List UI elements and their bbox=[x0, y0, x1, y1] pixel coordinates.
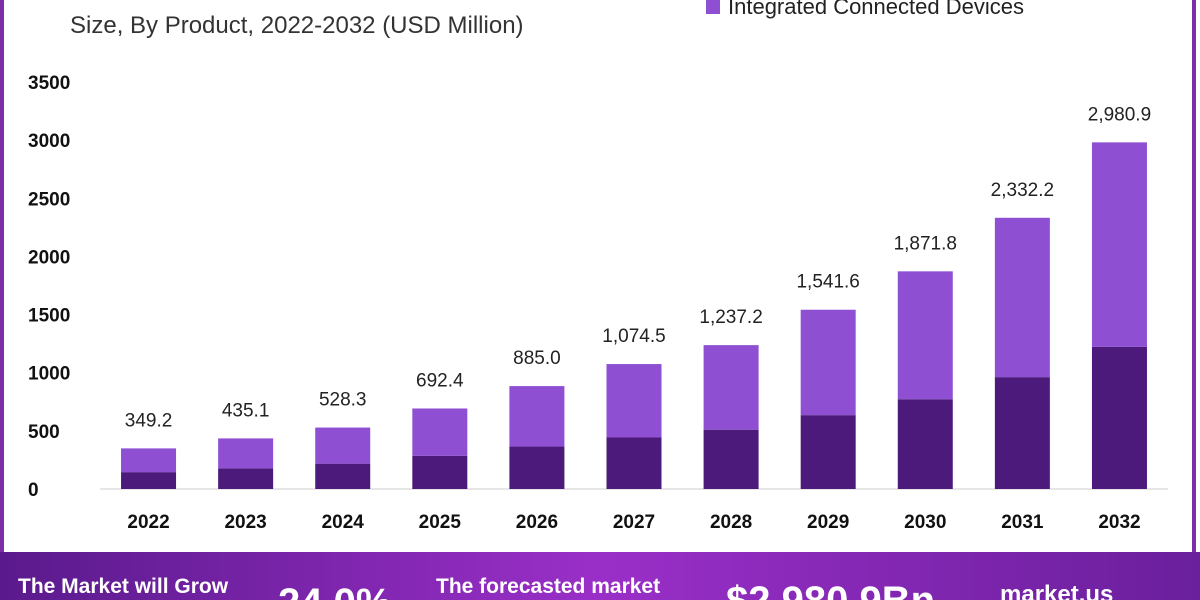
bar-segment-base bbox=[509, 446, 565, 489]
bar-segment-base bbox=[218, 468, 274, 489]
x-tick-label: 2025 bbox=[419, 512, 462, 533]
bar-segment-base bbox=[800, 415, 856, 489]
bar-segment-integrated-connected-devices bbox=[606, 364, 662, 438]
bar-segment-integrated-connected-devices bbox=[703, 345, 759, 430]
bar-total-label: 528.3 bbox=[319, 390, 367, 411]
bar-total-label: 1,074.5 bbox=[602, 326, 665, 347]
x-tick-label: 2026 bbox=[516, 512, 558, 533]
legend-swatch bbox=[706, 0, 720, 14]
bar-segment-integrated-connected-devices bbox=[1091, 142, 1147, 347]
x-tick-label: 2023 bbox=[224, 512, 266, 533]
x-tick-label: 2022 bbox=[127, 512, 169, 533]
x-tick-label: 2028 bbox=[710, 512, 752, 533]
x-tick-label: 2027 bbox=[613, 512, 655, 533]
banner-growth-text: The Market will Grow bbox=[18, 575, 229, 598]
bar-segment-integrated-connected-devices bbox=[412, 408, 468, 456]
bar-segment-integrated-connected-devices bbox=[994, 217, 1050, 378]
bar-segment-integrated-connected-devices bbox=[509, 386, 565, 447]
x-tick-label: 2030 bbox=[904, 512, 946, 533]
bar-total-label: 2,980.9 bbox=[1088, 104, 1151, 125]
bar-segment-integrated-connected-devices bbox=[800, 309, 856, 416]
bar-chart: 0 500 1000 1500 2000 2500 3000 3500 349.2 2022 435… bbox=[28, 73, 1168, 533]
bar-segment-integrated-connected-devices bbox=[121, 448, 177, 473]
banner-forecast-value: $2,980.9Bn bbox=[726, 579, 935, 600]
bar-total-label: 692.4 bbox=[416, 370, 464, 391]
legend-label: Integrated Connected Devices bbox=[728, 0, 1024, 19]
y-tick-label: 3000 bbox=[28, 131, 70, 152]
x-tick-label: 2029 bbox=[807, 512, 849, 533]
bar-segment-base bbox=[606, 437, 662, 489]
legend-item: Integrated Connected Devices bbox=[706, 0, 1024, 20]
x-tick-label: 2024 bbox=[322, 512, 365, 533]
banner-cagr-value: 24.0% bbox=[278, 581, 391, 600]
y-tick-label: 2000 bbox=[28, 247, 70, 268]
bar-segment-base bbox=[994, 377, 1050, 489]
x-tick-label: 2031 bbox=[1001, 512, 1044, 533]
bar-total-label: 1,871.8 bbox=[894, 233, 957, 254]
bar-segment-integrated-connected-devices bbox=[315, 427, 371, 464]
banner-forecast-text: The forecasted market bbox=[436, 575, 661, 598]
bar-total-label: 2,332.2 bbox=[991, 180, 1054, 201]
bar-total-label: 1,237.2 bbox=[699, 307, 762, 328]
bar-total-label: 885.0 bbox=[513, 348, 561, 369]
bar-segment-integrated-connected-devices bbox=[897, 271, 953, 400]
y-tick-label: 1500 bbox=[28, 306, 70, 327]
bar-total-label: 435.1 bbox=[222, 400, 270, 421]
bottom-banner: The Market will Grow 24.0% The forecaste… bbox=[0, 552, 1200, 600]
bar-segment-integrated-connected-devices bbox=[218, 438, 274, 469]
bar-total-label: 1,541.6 bbox=[796, 272, 859, 293]
bar-segment-base bbox=[703, 429, 759, 489]
bar-segment-base bbox=[315, 463, 371, 489]
y-tick-label: 2500 bbox=[28, 189, 70, 210]
bar-segment-base bbox=[1091, 346, 1147, 489]
y-tick-label: 500 bbox=[28, 422, 60, 443]
bar-total-label: 349.2 bbox=[125, 410, 173, 431]
y-tick-label: 1000 bbox=[28, 364, 70, 385]
chart-subtitle: Size, By Product, 2022-2032 (USD Million… bbox=[70, 12, 524, 39]
y-tick-label: 3500 bbox=[28, 73, 70, 94]
y-tick-label: 0 bbox=[28, 480, 39, 501]
x-tick-label: 2032 bbox=[1098, 512, 1140, 533]
bar-segment-base bbox=[412, 455, 468, 489]
bar-segment-base bbox=[121, 472, 177, 489]
banner-brand: market.us bbox=[1000, 581, 1114, 600]
bar-segment-base bbox=[897, 399, 953, 489]
